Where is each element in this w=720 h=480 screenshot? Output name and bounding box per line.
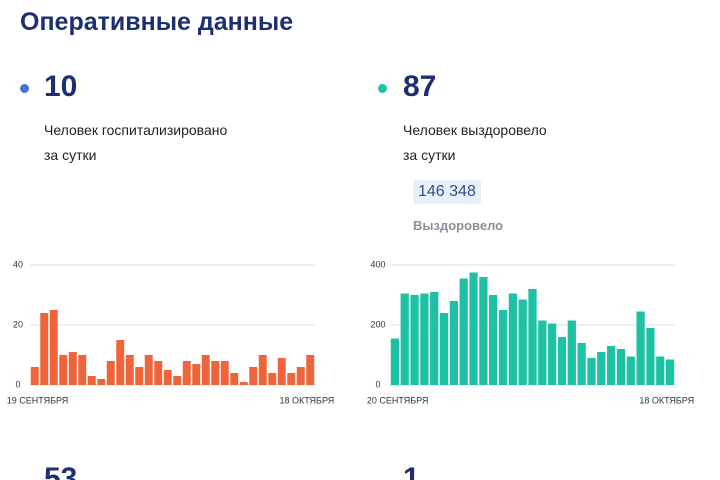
bar: [616, 349, 626, 385]
bar: [116, 340, 125, 385]
bar: [268, 373, 277, 385]
bar: [154, 361, 163, 385]
bar: [548, 323, 557, 385]
bar: [587, 358, 596, 385]
bar: [201, 355, 210, 385]
stat-value: 10: [44, 70, 78, 103]
bar: [498, 310, 508, 385]
y-tick-label: 20: [13, 319, 23, 329]
chart: 0 20 40 19 СЕНТЯБРЯ 18 ОКТЯБРЯ: [7, 259, 335, 405]
bar: [135, 367, 144, 385]
stat-label: за сутки: [44, 147, 97, 163]
y-tick-label: 0: [15, 379, 20, 389]
bar: [220, 361, 229, 385]
bar: [30, 367, 39, 385]
bar: [296, 367, 305, 385]
bar: [626, 356, 635, 385]
y-tick-label: 400: [370, 259, 385, 269]
bar: [144, 355, 153, 385]
bar: [400, 293, 409, 385]
bar: [430, 292, 439, 385]
bar: [390, 338, 400, 385]
bar: [577, 343, 586, 385]
chart: 0 200 400 20 СЕНТЯБРЯ 18 ОКТЯБРЯ: [367, 259, 694, 405]
dot: [378, 84, 387, 93]
x-tick-label: 18 ОКТЯБРЯ: [279, 395, 334, 405]
bar: [125, 355, 134, 385]
x-tick-label: 20 СЕНТЯБРЯ: [367, 395, 429, 405]
bar: [459, 278, 468, 385]
bar: [182, 361, 191, 385]
bar: [258, 355, 267, 385]
bar: [410, 295, 419, 385]
bar: [439, 313, 449, 385]
bar: [106, 361, 115, 385]
bar: [646, 328, 655, 385]
bar: [567, 320, 576, 385]
bar: [656, 356, 665, 385]
bar: [479, 277, 488, 385]
page-title: Оперативные данные: [20, 8, 294, 36]
total-label: Выздоровело: [413, 218, 504, 233]
bar: [636, 311, 645, 385]
stat-value: 53: [44, 462, 78, 480]
bar: [59, 355, 68, 385]
bar: [306, 355, 315, 385]
bar: [420, 293, 429, 385]
bar: [230, 373, 239, 385]
bar: [287, 373, 296, 385]
y-tick-label: 200: [370, 319, 385, 329]
stat-label: Человек госпитализировано: [44, 122, 228, 138]
stat-label: Человек выздоровело: [403, 122, 547, 138]
bar: [211, 361, 220, 385]
stat-label: за сутки: [403, 147, 456, 163]
bar: [277, 358, 286, 385]
bar: [87, 376, 96, 385]
bar: [68, 352, 77, 385]
bar: [557, 337, 567, 385]
bar: [665, 359, 675, 385]
stat-value: 1: [403, 462, 420, 480]
bar: [239, 382, 248, 385]
bar: [449, 301, 459, 385]
y-tick-label: 40: [13, 259, 23, 269]
bar: [173, 376, 182, 385]
y-tick-label: 0: [375, 379, 380, 389]
bar: [518, 299, 527, 385]
stat-value: 87: [403, 70, 437, 103]
bar: [606, 346, 616, 385]
bar: [538, 320, 547, 385]
dot: [20, 84, 29, 93]
total-badge: 146 348: [413, 180, 481, 204]
bar: [49, 310, 58, 385]
bar: [489, 295, 498, 385]
bar: [469, 272, 478, 385]
bar: [508, 293, 517, 385]
bar: [78, 355, 87, 385]
bar: [97, 379, 106, 385]
bar: [192, 364, 201, 385]
bar: [40, 313, 49, 385]
bar: [528, 289, 537, 385]
bar: [163, 370, 172, 385]
x-tick-label: 18 ОКТЯБРЯ: [639, 395, 694, 405]
x-tick-label: 19 СЕНТЯБРЯ: [7, 395, 69, 405]
bar: [249, 367, 258, 385]
bar: [597, 352, 606, 385]
